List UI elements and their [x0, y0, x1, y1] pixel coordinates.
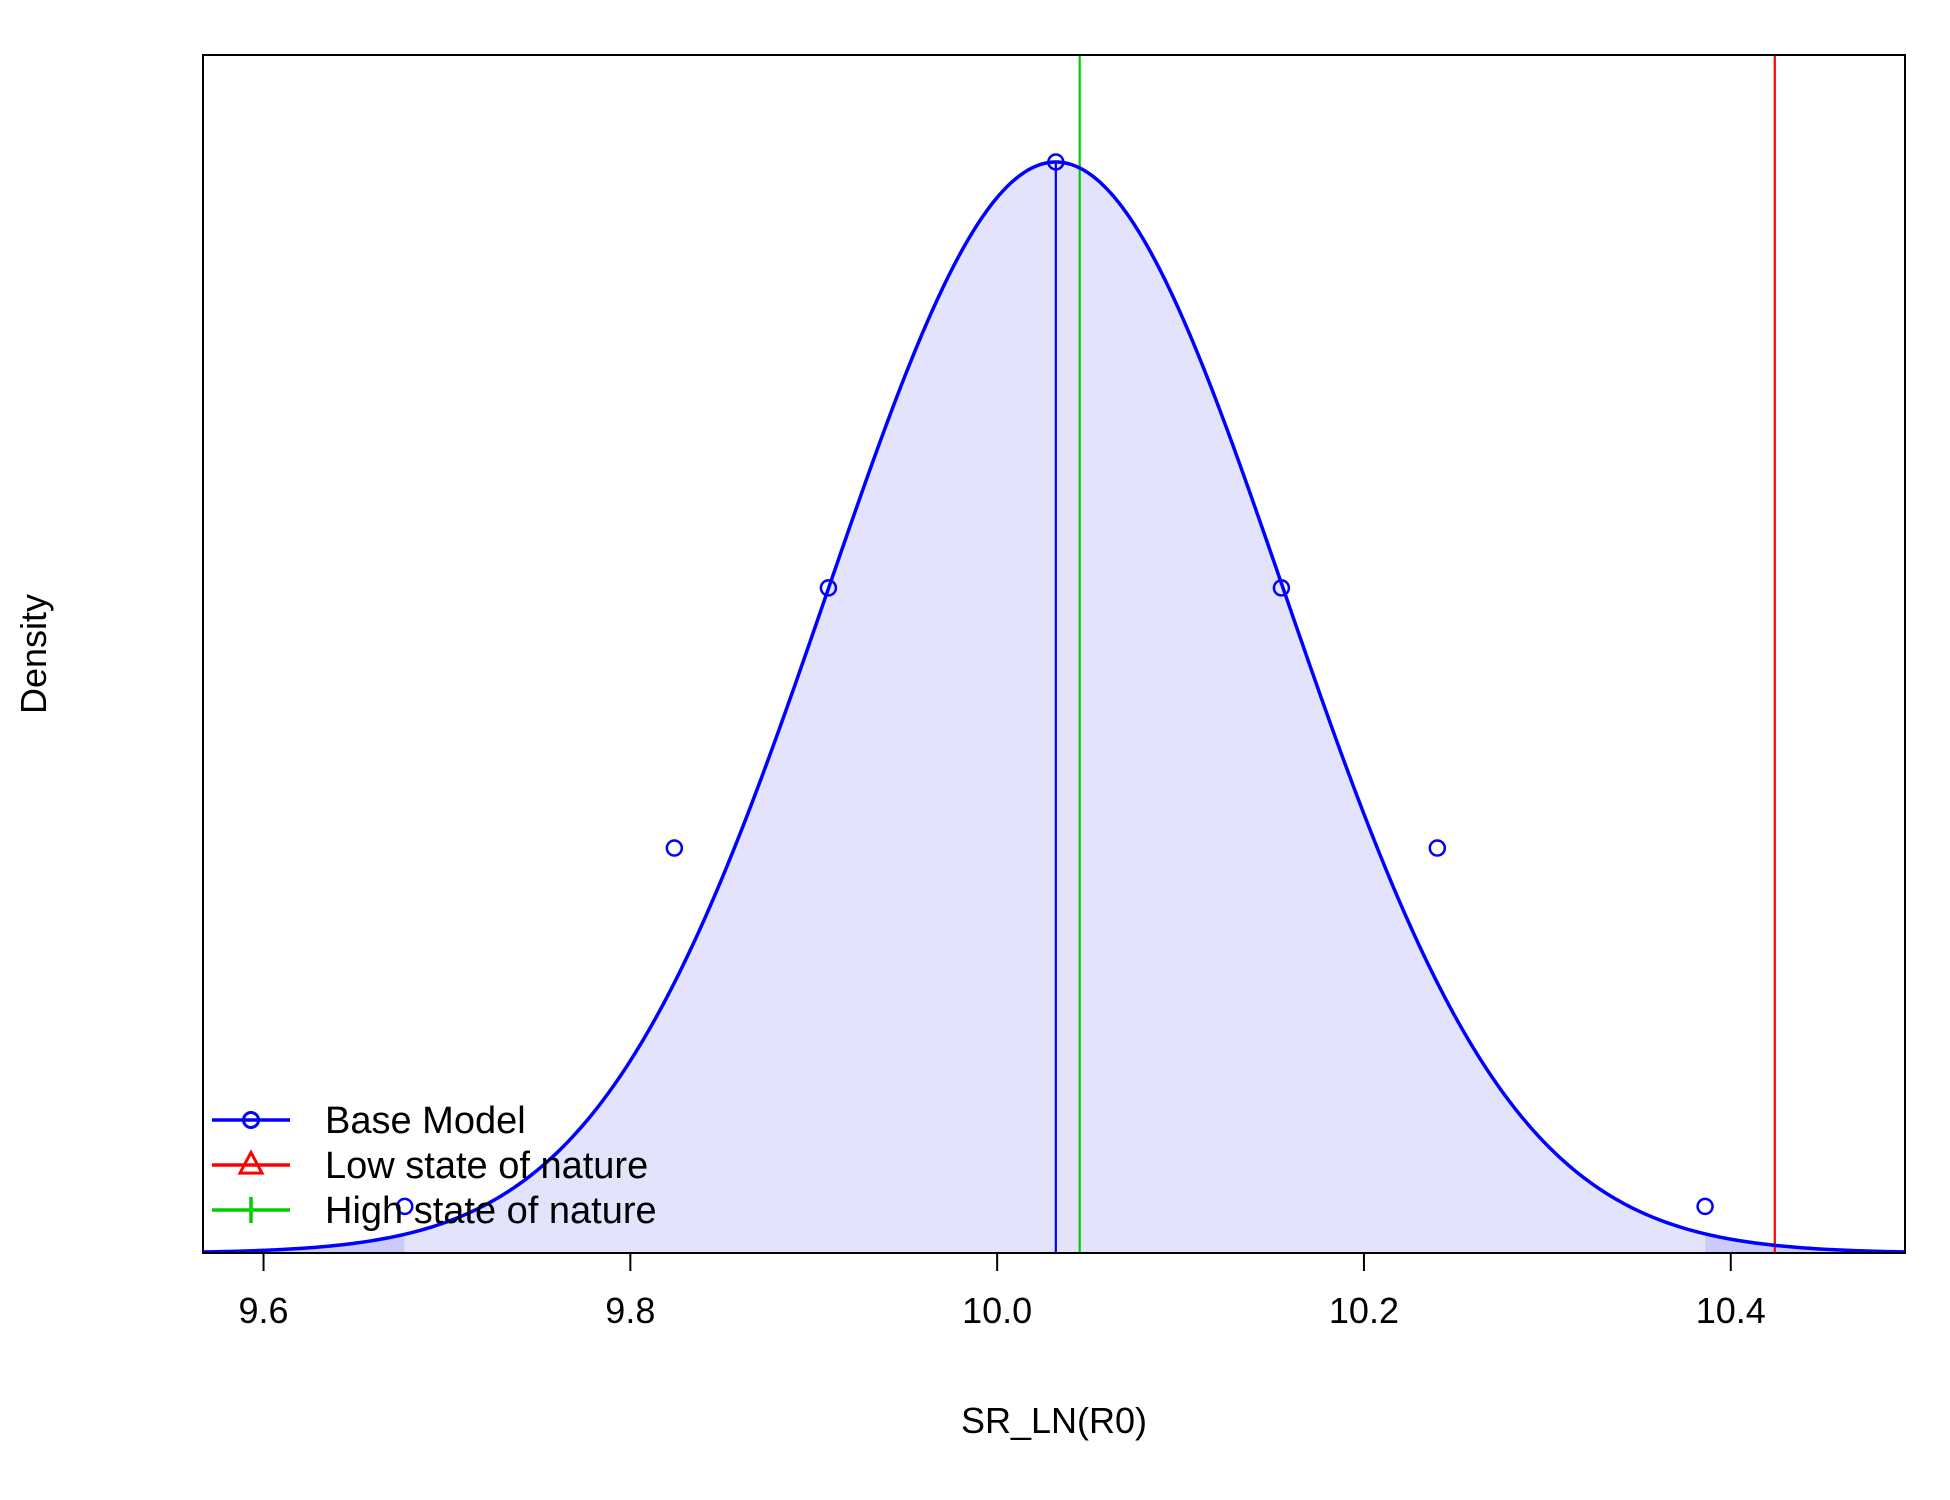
legend-label-high-state-of-nature: High state of nature — [325, 1190, 657, 1232]
point-marker — [665, 839, 684, 857]
vertical-lines-group — [1054, 55, 1776, 1253]
lower-tail-fill — [203, 1234, 405, 1253]
point-marker — [1428, 839, 1447, 857]
density-curve — [202, 160, 1906, 1254]
x-axis: 9.6 9.8 10.0 10.2 10.4 — [239, 1253, 1766, 1331]
point-marker — [395, 1197, 414, 1216]
point-marker — [819, 579, 838, 597]
x-tick-label: 9.6 — [239, 1290, 289, 1331]
legend-marker-circle — [242, 1111, 260, 1129]
point-marker — [1696, 1197, 1714, 1216]
legend-label-base-model: Base Model — [325, 1100, 526, 1142]
point-markers-group — [395, 153, 1714, 1216]
x-tick-label: 9.8 — [605, 1290, 655, 1331]
legend-label-low-state-of-nature: Low state of nature — [325, 1145, 648, 1187]
density-fill-group — [203, 162, 1905, 1253]
x-tick-label: 10.0 — [962, 1290, 1032, 1331]
density-curve-group — [202, 160, 1906, 1254]
x-tick-label: 10.2 — [1329, 1290, 1399, 1331]
x-axis-label: SR_LN(R0) — [961, 1400, 1147, 1441]
y-axis-label: Density — [13, 594, 54, 714]
plot-frame — [202, 54, 1906, 1254]
upper-tail-fill — [1705, 1233, 1905, 1253]
x-tick-label: 10.4 — [1696, 1290, 1766, 1331]
legend-marker-triangle — [237, 1149, 265, 1175]
point-marker — [1047, 153, 1065, 171]
point-marker — [1272, 579, 1291, 597]
